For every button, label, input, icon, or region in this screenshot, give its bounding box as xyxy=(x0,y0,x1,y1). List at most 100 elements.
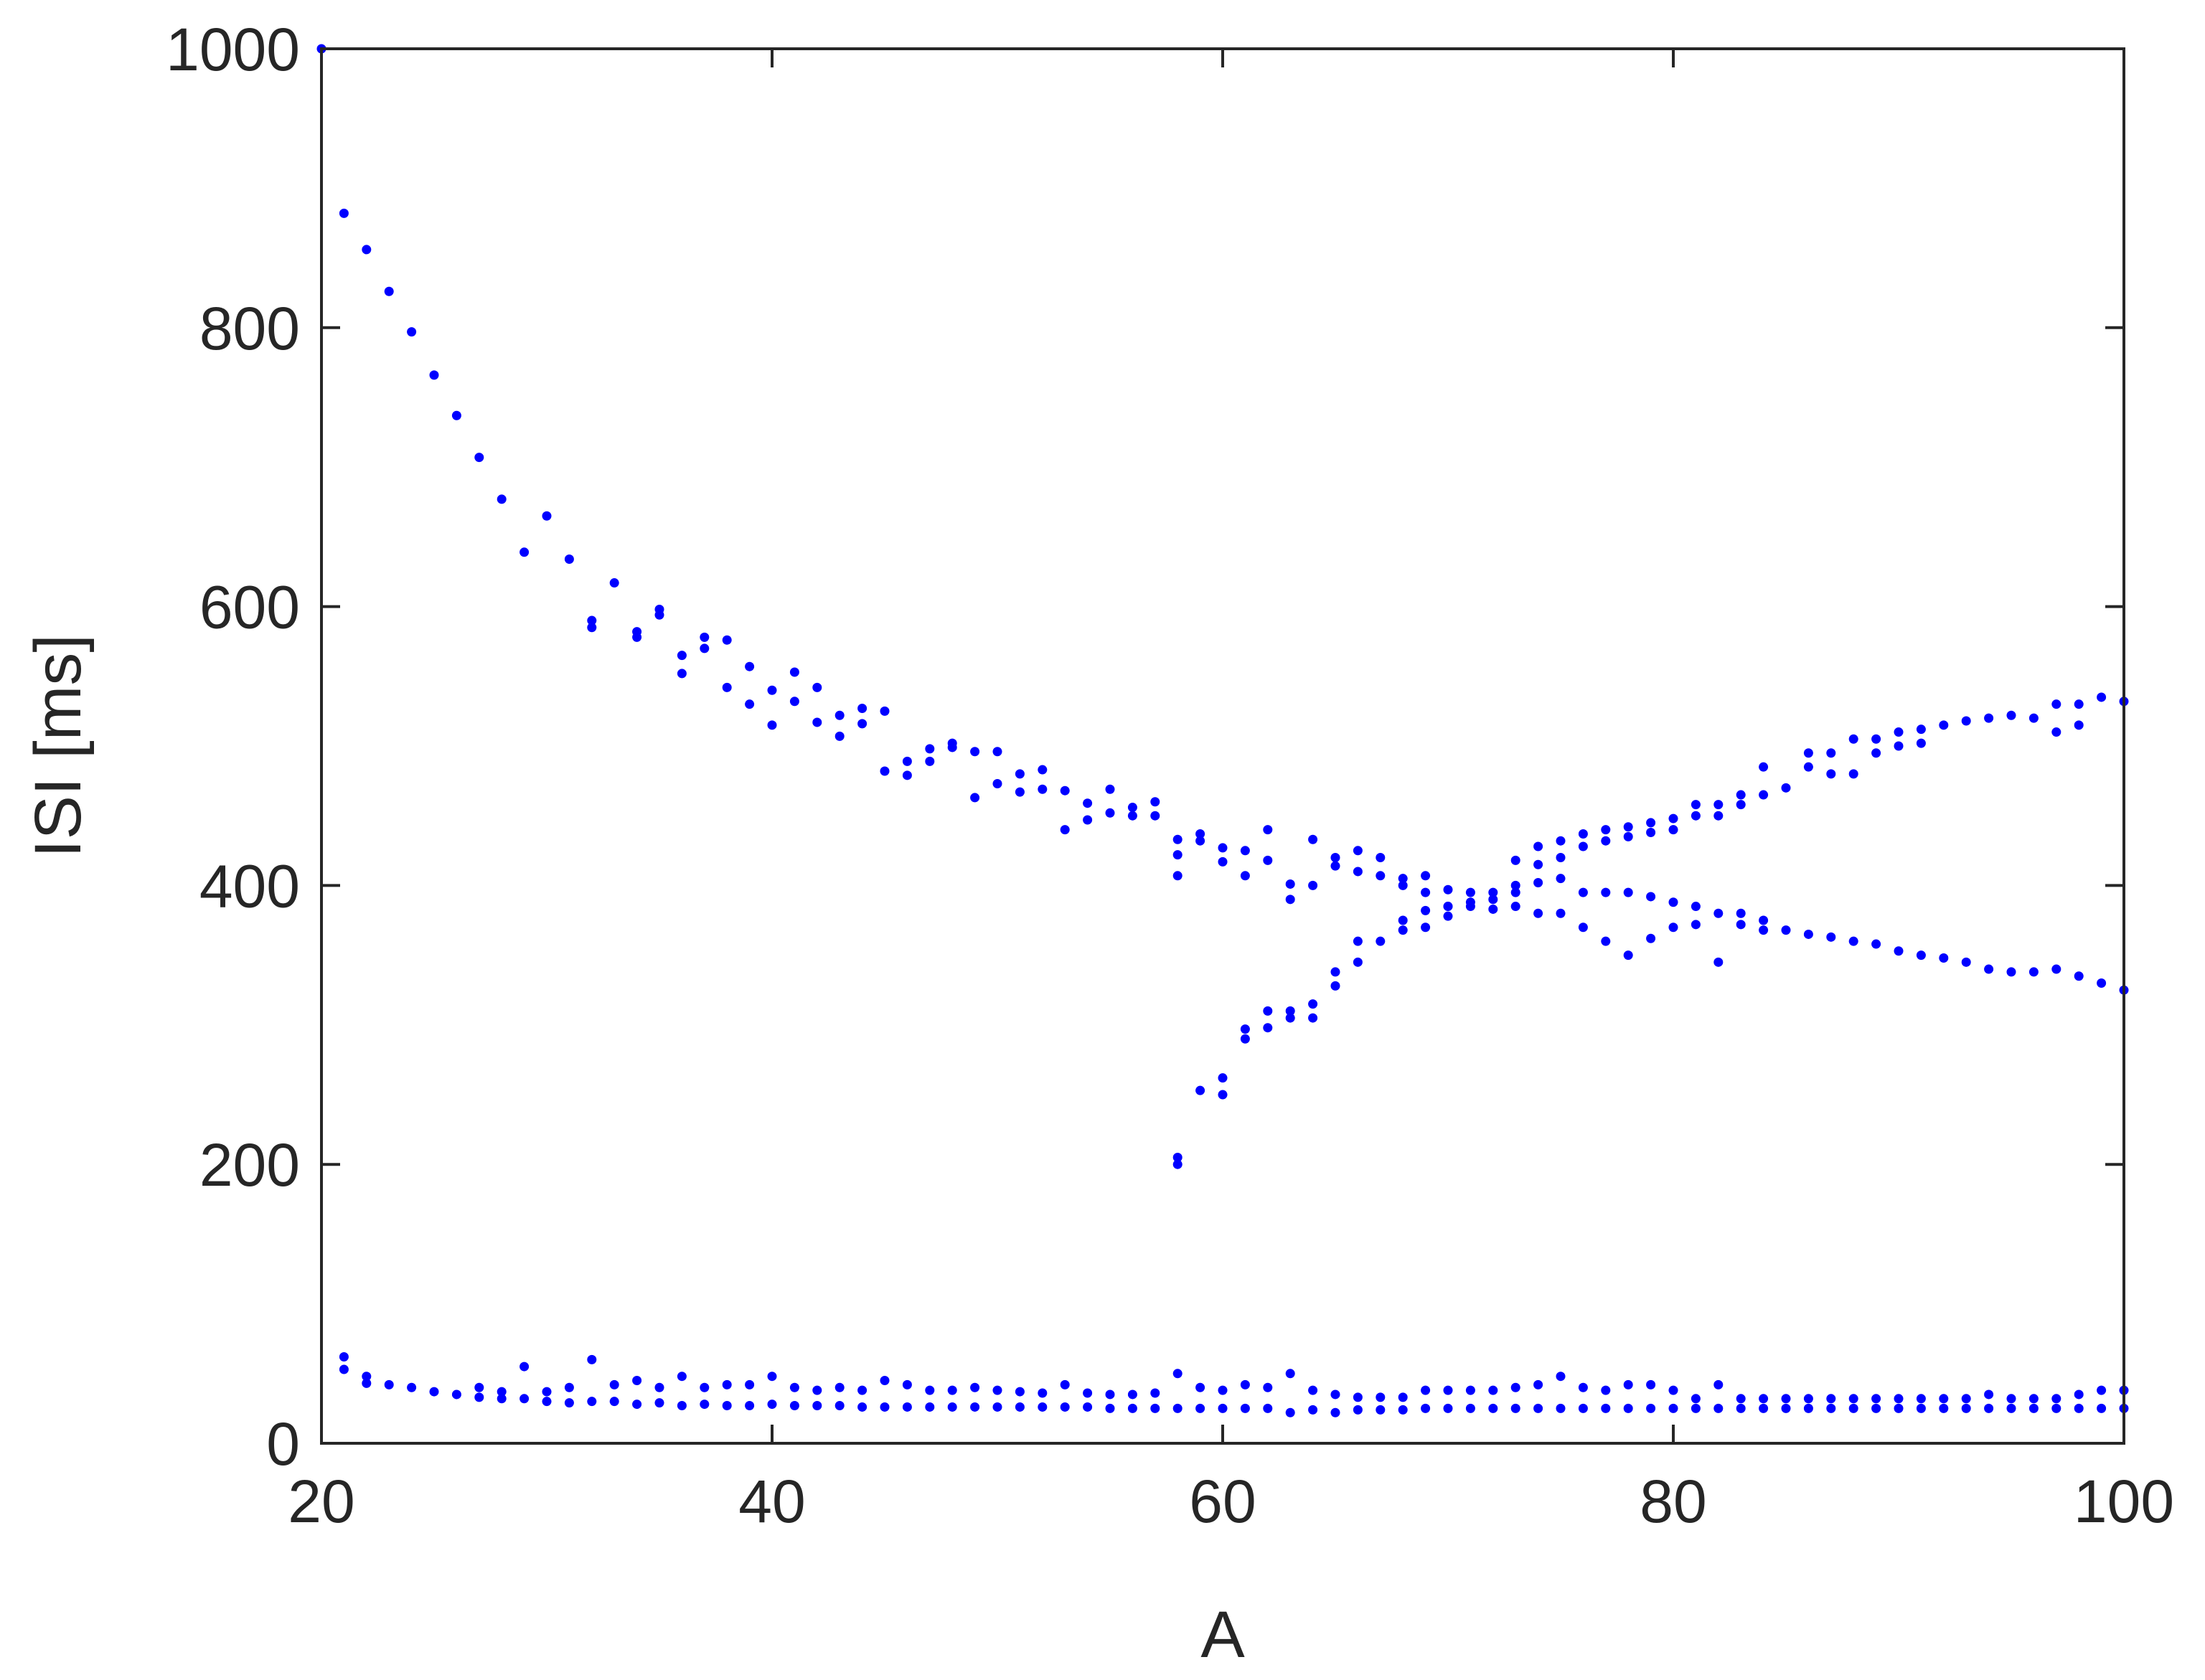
data-point xyxy=(451,410,461,420)
data-point xyxy=(1623,950,1633,961)
data-point xyxy=(384,286,394,296)
data-point xyxy=(1533,859,1543,869)
data-point xyxy=(1353,936,1363,946)
data-point xyxy=(1172,834,1183,844)
data-point xyxy=(812,682,822,692)
data-point xyxy=(1713,957,1724,967)
data-point xyxy=(1421,1385,1431,1395)
data-point xyxy=(1060,785,1070,796)
data-point xyxy=(880,706,890,716)
data-point xyxy=(1421,887,1431,897)
data-point xyxy=(1894,1394,1904,1404)
data-point xyxy=(1871,939,1881,949)
data-point xyxy=(1285,1006,1295,1016)
data-point xyxy=(654,1398,664,1408)
data-point xyxy=(925,744,935,754)
data-point xyxy=(1623,1403,1633,1413)
data-point xyxy=(609,1379,619,1389)
data-point xyxy=(992,1402,1002,1412)
data-point xyxy=(1421,871,1431,881)
data-point xyxy=(1398,880,1408,890)
data-point xyxy=(2051,964,2061,974)
data-point xyxy=(2074,1389,2084,1400)
data-point xyxy=(1826,932,1836,942)
data-point xyxy=(1218,1403,1228,1413)
data-point xyxy=(1015,769,1025,779)
data-point xyxy=(1218,1385,1228,1395)
x-tick-label: 60 xyxy=(1189,1468,1256,1535)
data-point xyxy=(1015,1402,1025,1412)
data-point xyxy=(1781,1394,1791,1404)
data-point xyxy=(1172,1369,1183,1379)
data-point xyxy=(1285,895,1295,905)
data-point xyxy=(970,747,980,757)
data-point xyxy=(1713,908,1724,918)
data-point xyxy=(542,511,552,521)
data-point xyxy=(1578,841,1588,851)
data-point xyxy=(1623,887,1633,897)
data-point xyxy=(857,1402,868,1412)
data-point xyxy=(745,1401,755,1411)
data-point xyxy=(497,1387,507,1397)
data-point xyxy=(1510,1403,1520,1413)
x-tick-label: 20 xyxy=(288,1468,354,1535)
data-point xyxy=(2051,1394,2061,1404)
y-tick-label: 800 xyxy=(199,295,300,362)
data-point xyxy=(1759,1394,1769,1404)
data-point xyxy=(1308,1013,1318,1023)
data-point xyxy=(1984,713,1994,723)
data-point xyxy=(1465,1403,1475,1413)
data-point xyxy=(497,1394,507,1404)
data-point xyxy=(1510,902,1520,912)
data-point xyxy=(2097,978,2107,988)
data-point xyxy=(1646,892,1656,902)
data-point xyxy=(1826,1394,1836,1404)
data-point xyxy=(1060,1379,1070,1389)
data-point xyxy=(1578,922,1588,933)
data-point xyxy=(1038,1402,1048,1412)
data-point xyxy=(1736,920,1746,930)
data-point xyxy=(1984,1389,1994,1400)
data-point xyxy=(587,623,597,633)
data-point xyxy=(1376,1392,1386,1402)
data-point xyxy=(1353,846,1363,856)
data-point xyxy=(1038,1388,1048,1398)
data-point xyxy=(2074,699,2084,709)
data-point xyxy=(677,1401,687,1411)
data-point xyxy=(339,208,349,218)
data-point xyxy=(970,1382,980,1392)
data-point xyxy=(1894,741,1904,751)
data-point xyxy=(1961,1394,1971,1404)
data-point xyxy=(1803,762,1813,772)
data-point xyxy=(1578,887,1588,897)
data-point xyxy=(654,610,664,620)
data-point xyxy=(1601,1403,1611,1413)
data-point xyxy=(745,1379,755,1389)
data-point xyxy=(1894,1403,1904,1413)
data-point xyxy=(1240,871,1250,881)
data-points xyxy=(316,44,2129,1417)
data-point xyxy=(1736,790,1746,800)
data-point xyxy=(1759,790,1769,800)
data-point xyxy=(1848,769,1858,779)
data-point xyxy=(1601,825,1611,835)
data-point xyxy=(1759,915,1769,925)
data-point xyxy=(542,1387,552,1397)
data-point xyxy=(1916,950,1926,961)
data-point xyxy=(1646,828,1656,838)
data-point xyxy=(1127,1403,1137,1413)
data-point xyxy=(519,1362,530,1372)
y-tick-label: 1000 xyxy=(166,16,300,83)
data-point xyxy=(1646,1379,1656,1389)
data-point xyxy=(1601,887,1611,897)
data-point xyxy=(1691,920,1701,930)
data-point xyxy=(970,793,980,803)
data-point xyxy=(1691,800,1701,810)
data-point xyxy=(1848,936,1858,946)
data-point xyxy=(789,697,799,707)
data-point xyxy=(339,1351,349,1362)
data-point xyxy=(362,1378,372,1388)
data-point xyxy=(1646,818,1656,828)
data-point xyxy=(1759,1403,1769,1413)
